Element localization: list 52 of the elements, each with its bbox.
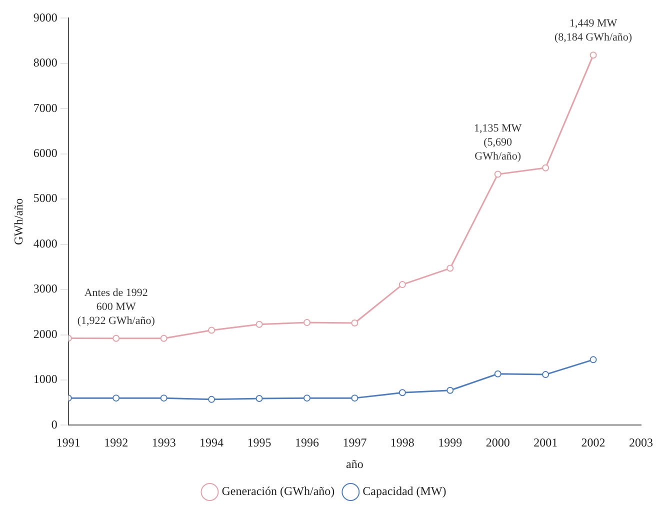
point — [398, 389, 406, 396]
x-tick-label: 1993 — [152, 436, 176, 450]
point — [494, 370, 502, 378]
legend-label: Generación (GWh/año) — [222, 484, 335, 498]
x-tick-label: 1994 — [200, 436, 224, 450]
y-tick-label: 0 — [51, 417, 58, 432]
point — [351, 394, 358, 402]
point — [446, 386, 454, 394]
point — [494, 170, 502, 178]
x-tick-label: 1991 — [56, 436, 80, 450]
point — [446, 264, 454, 272]
x-tick-label: 1998 — [390, 436, 414, 450]
point — [351, 320, 358, 326]
point — [542, 371, 550, 378]
x-axis-title: año — [346, 456, 364, 471]
x-tick-label: 1999 — [438, 436, 462, 450]
y-tick-label: 7000 — [33, 100, 58, 115]
annotation: 1,135 MW (5,690 GWh/año) — [474, 122, 522, 163]
annotation: Antes de 1992 600 MW (1,922 GWh/año) — [77, 286, 156, 327]
point — [160, 334, 168, 342]
point — [160, 394, 168, 402]
x-tick-label: 2000 — [486, 436, 510, 450]
y-tick-label: 8000 — [33, 56, 58, 70]
x-tick-label: 1992 — [104, 436, 128, 450]
point — [112, 334, 120, 342]
legend-label: Capacidad (MW) — [362, 484, 446, 498]
point — [208, 326, 216, 334]
y-tick-label: 5000 — [33, 191, 58, 206]
x-tick-label: 1997 — [342, 436, 367, 450]
annotation: 1,449 MW (8,184 GWh/año) — [554, 17, 632, 44]
x-tick-label: 1995 — [247, 436, 272, 450]
point — [590, 356, 597, 364]
point — [208, 396, 216, 403]
x-tick-label: 2003 — [629, 436, 653, 450]
x-tick-label: 2001 — [534, 436, 558, 450]
y-tick-label: 6000 — [33, 146, 58, 160]
y-tick-label: 9000 — [33, 10, 58, 24]
y-tick-label: 3000 — [33, 282, 58, 296]
y-axis-title: GWh/año — [11, 198, 26, 246]
point — [542, 164, 550, 172]
point — [256, 320, 263, 328]
point — [112, 394, 120, 402]
point — [590, 52, 597, 59]
y-tick-label: 2000 — [33, 326, 58, 341]
y-tick-label: 1000 — [33, 372, 58, 386]
point — [303, 319, 310, 326]
point — [398, 281, 406, 288]
point — [256, 395, 263, 402]
x-tick-label: 2002 — [581, 436, 606, 450]
x-tick-label: 1996 — [294, 436, 319, 450]
y-tick-label: 4000 — [33, 236, 58, 250]
point — [303, 394, 310, 402]
